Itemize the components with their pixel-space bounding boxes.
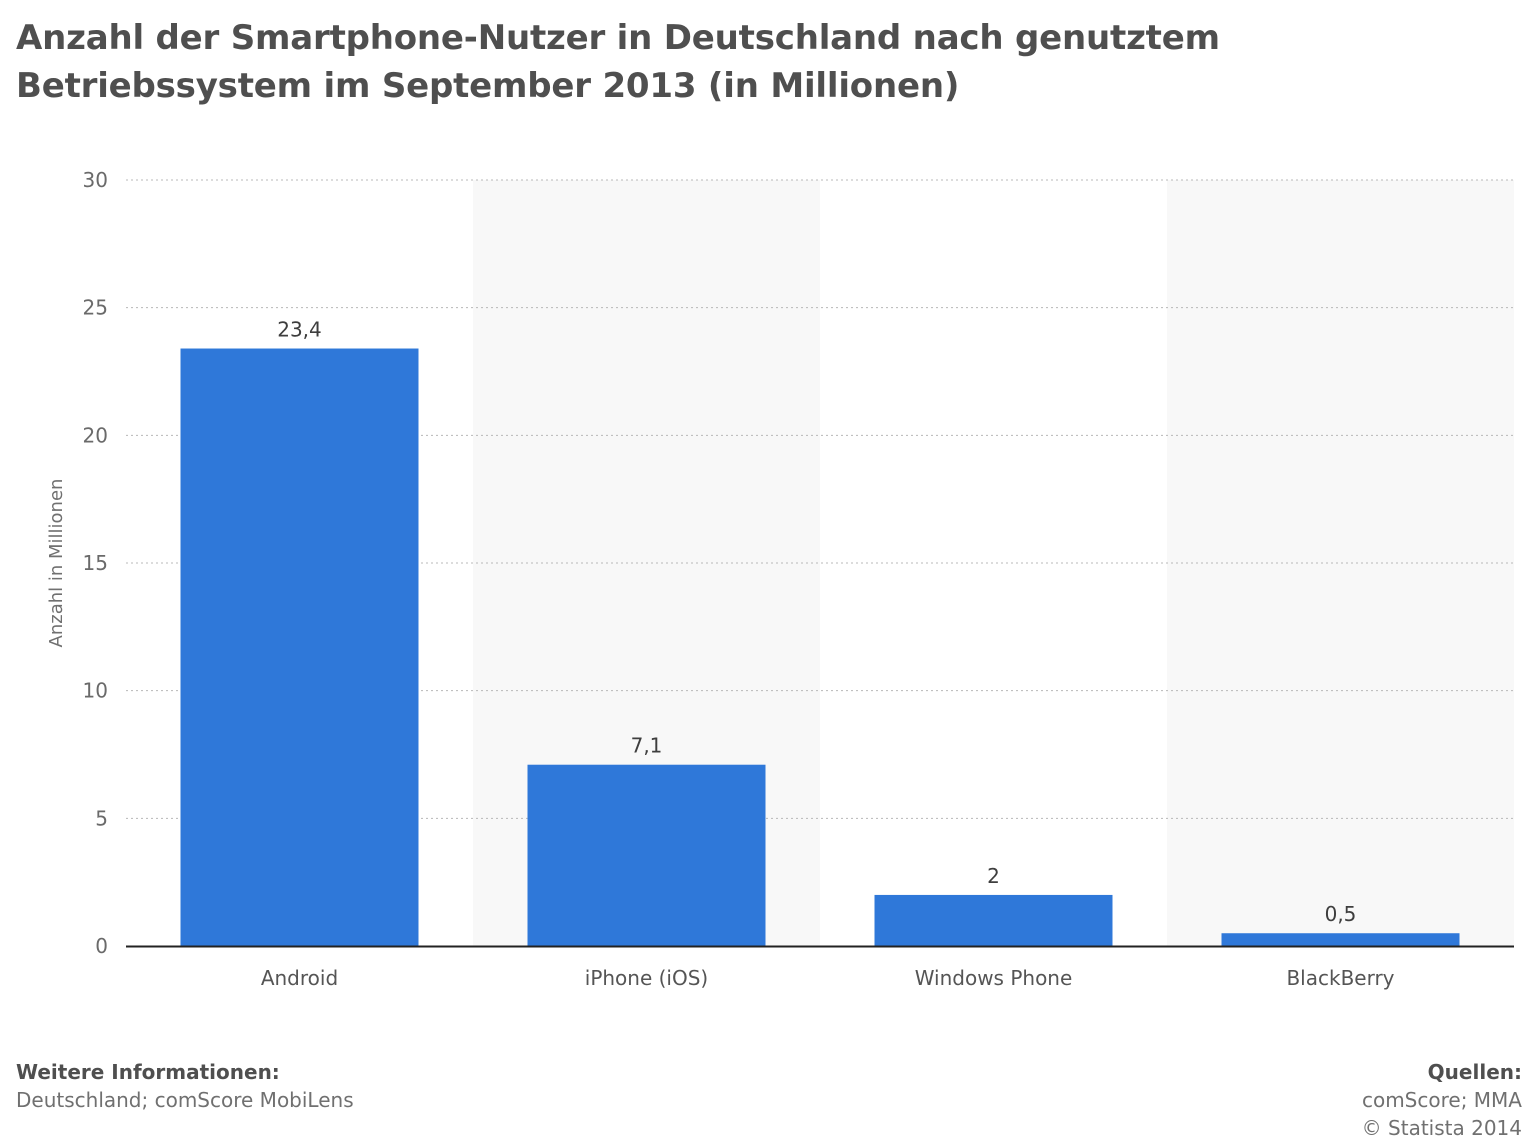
y-axis-label: Anzahl in Millionen	[46, 479, 67, 648]
data-label: 7,1	[631, 734, 663, 758]
sources-text: comScore; MMA	[1361, 1088, 1522, 1112]
y-tick-label: 0	[95, 934, 108, 958]
data-labels: 23,4 7,1 2 0,5	[277, 318, 1356, 927]
x-tick-label: BlackBerry	[1286, 966, 1394, 990]
data-label: 23,4	[277, 318, 322, 342]
x-tick-label: iPhone (iOS)	[585, 966, 708, 990]
y-tick-label: 15	[83, 551, 108, 575]
info-text: Deutschland; comScore MobiLens	[16, 1088, 354, 1112]
y-tick-label: 20	[83, 423, 108, 447]
info-heading: Weitere Informationen:	[16, 1060, 280, 1084]
y-axis-tick-labels: 0 5 10 15 20 25 30	[83, 168, 108, 958]
sources-heading: Quellen:	[1427, 1060, 1522, 1084]
chart-title: Anzahl der Smartphone-Nutzer in Deutschl…	[16, 18, 1220, 106]
y-tick-label: 30	[83, 168, 108, 192]
bar	[527, 764, 766, 946]
bar	[1221, 933, 1460, 946]
data-label: 0,5	[1325, 902, 1357, 926]
y-tick-label: 10	[83, 679, 108, 703]
copyright: © Statista 2014	[1361, 1116, 1522, 1140]
x-tick-label: Android	[261, 966, 338, 990]
x-axis-category-labels: Android iPhone (iOS) Windows Phone BlackBer…	[261, 966, 1395, 990]
y-tick-label: 25	[83, 296, 108, 320]
bar	[180, 348, 419, 946]
bar	[874, 894, 1113, 946]
footer-sources: Quellen: comScore; MMA © Statista 2014	[1362, 1058, 1522, 1142]
x-tick-label: Windows Phone	[915, 966, 1073, 990]
footer-info: Weitere Informationen: Deutschland; comS…	[16, 1058, 354, 1114]
bars	[180, 348, 1460, 946]
data-label: 2	[987, 864, 1000, 888]
y-tick-label: 5	[95, 806, 108, 830]
